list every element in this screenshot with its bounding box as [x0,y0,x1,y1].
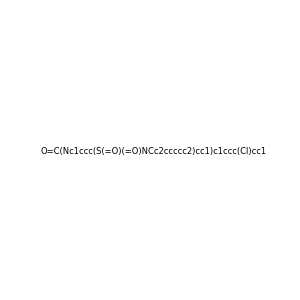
Text: O=C(Nc1ccc(S(=O)(=O)NCc2ccccc2)cc1)c1ccc(Cl)cc1: O=C(Nc1ccc(S(=O)(=O)NCc2ccccc2)cc1)c1ccc… [41,147,267,156]
